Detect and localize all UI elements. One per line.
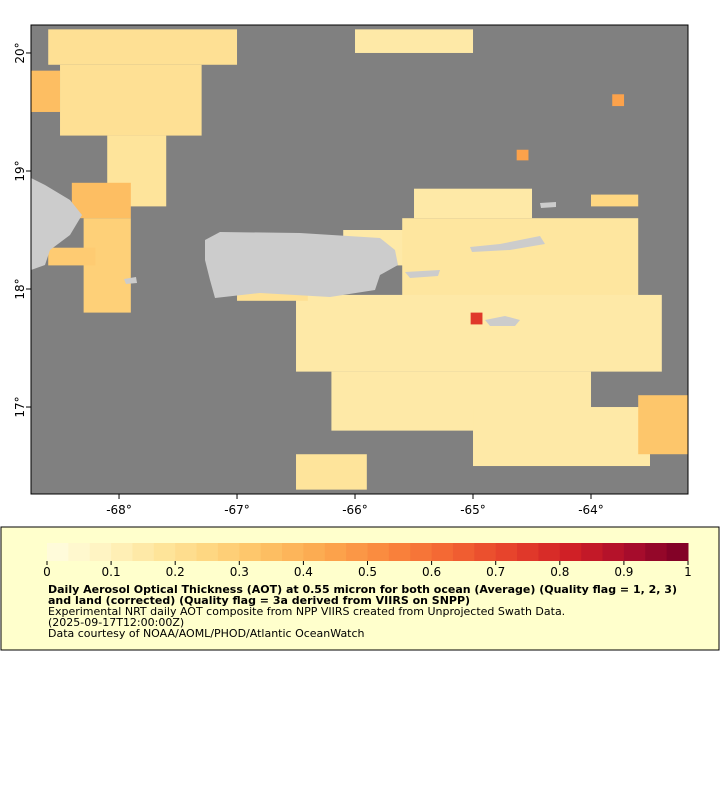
colorbar-step: [132, 543, 155, 561]
x-tick-label: -65°: [460, 503, 486, 517]
colorbar-tick-label: 0.7: [486, 565, 505, 579]
y-tick-label: 17°: [13, 396, 27, 417]
colorbar-step: [153, 543, 176, 561]
colorbar-step: [47, 543, 69, 561]
aot-cell: [237, 289, 308, 301]
aot-cell: [48, 247, 96, 266]
colorbar-step: [89, 543, 112, 561]
x-tick-label: -67°: [224, 503, 250, 517]
colorbar-step: [538, 543, 561, 561]
puerto-rico: [205, 232, 398, 298]
colorbar-step: [452, 543, 475, 561]
x-tick-label: -68°: [106, 503, 132, 517]
colorbar-tick-label: 0.1: [102, 565, 121, 579]
aot-cell: [473, 407, 651, 467]
mona-island: [124, 277, 137, 284]
legend-line: (2025-09-17T12:00:00Z): [48, 616, 185, 629]
x-tick-label: -66°: [342, 503, 368, 517]
land: [31, 178, 556, 326]
colorbar-tick-label: 0.8: [550, 565, 569, 579]
legend-line: Data courtesy of NOAA/AOML/PHOD/Atlantic…: [48, 627, 365, 640]
aot-cell: [591, 194, 639, 207]
colorbar-step: [175, 543, 198, 561]
colorbar-step: [581, 543, 604, 561]
colorbar-tick-label: 0.4: [294, 565, 313, 579]
colorbar-step: [260, 543, 283, 561]
colorbar-step: [474, 543, 497, 561]
colorbar-step: [495, 543, 518, 561]
colorbar-tick-label: 0.9: [614, 565, 633, 579]
aot-cell: [612, 94, 625, 107]
colorbar-step: [431, 543, 454, 561]
colorbar-tick-label: 1: [684, 565, 692, 579]
aot-cell: [30, 70, 61, 112]
legend-title: Daily Aerosol Optical Thickness (AOT) at…: [48, 583, 677, 607]
anegada: [540, 202, 556, 208]
aot-cell: [48, 29, 238, 65]
aot-cell: [355, 29, 474, 53]
aot-cell: [71, 182, 131, 219]
aot-cell: [516, 149, 529, 161]
colorbar-step: [239, 543, 262, 561]
colorbar-step: [517, 543, 539, 561]
colorbar-step: [623, 543, 646, 561]
aot-cell: [296, 454, 367, 490]
aot-cell: [296, 294, 662, 372]
y-tick-label: 19°: [13, 160, 27, 181]
colorbar-step: [68, 543, 91, 561]
x-tick-label: -64°: [578, 503, 604, 517]
colorbar-step: [303, 543, 326, 561]
aot-cell: [414, 188, 533, 219]
colorbar-step: [602, 543, 625, 561]
vieques: [405, 270, 440, 278]
colorbar-step: [324, 543, 347, 561]
legend-text: Daily Aerosol Optical Thickness (AOT) at…: [48, 584, 678, 639]
st-croix: [485, 316, 520, 326]
y-tick-label: 18°: [13, 278, 27, 299]
colorbar: 0 0.1 0.2 0.3 0.4 0.5 0.6 0.7 0.8 0.9 1: [43, 543, 692, 579]
colorbar-step: [346, 543, 368, 561]
aot-cell: [60, 64, 202, 136]
colorbar-step: [559, 543, 582, 561]
colorbar-step: [666, 543, 689, 561]
colorbar-step: [282, 543, 304, 561]
virgin-islands: [470, 236, 545, 252]
colorbar-step: [196, 543, 219, 561]
legend-line: Experimental NRT daily AOT composite fro…: [48, 605, 566, 618]
data-layer: [30, 29, 688, 490]
aot-cell: [402, 218, 639, 301]
colorbar-step: [217, 543, 240, 561]
colorbar-tick-label: 0.3: [230, 565, 249, 579]
colorbar-tick-label: 0.5: [358, 565, 377, 579]
colorbar-tick-label: 0: [43, 565, 51, 579]
colorbar-tick-label: 0.6: [422, 565, 441, 579]
colorbar-step: [111, 543, 133, 561]
hispaniola: [31, 178, 82, 270]
aot-cell: [638, 395, 688, 455]
colorbar-tick-label: 0.2: [166, 565, 185, 579]
y-tick-label: 20°: [13, 42, 27, 63]
colorbar-step: [410, 543, 433, 561]
colorbar-step: [367, 543, 390, 561]
colorbar-step: [388, 543, 411, 561]
aot-cell: [470, 312, 483, 325]
map-frame: [30, 24, 689, 495]
colorbar-step: [645, 543, 668, 561]
